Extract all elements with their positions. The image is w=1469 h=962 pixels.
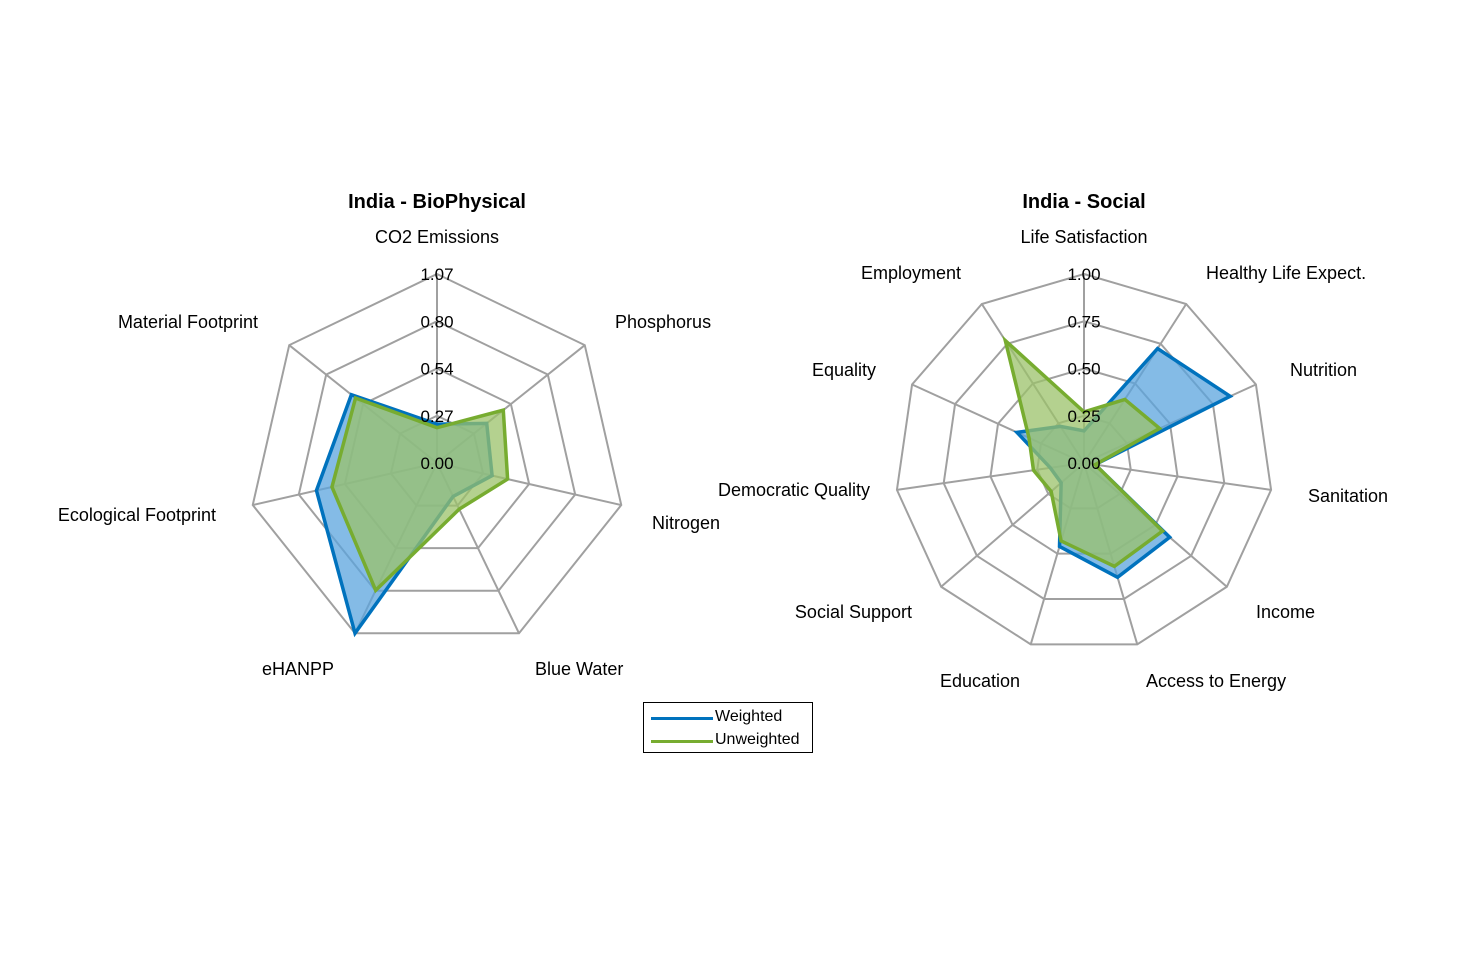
tick-label: 1.07 (420, 265, 453, 284)
series-unweighted-point (1161, 529, 1165, 533)
axis-label: Ecological Footprint (58, 505, 216, 525)
grid-spoke (1083, 462, 1272, 491)
series-unweighted-point (1082, 410, 1086, 414)
axis-label: Democratic Quality (718, 480, 870, 500)
series-unweighted-point (501, 408, 505, 412)
series-unweighted-area (330, 395, 510, 594)
series-unweighted-point (435, 426, 439, 430)
series-weighted-point (1116, 575, 1120, 579)
axis-label: Sanitation (1308, 486, 1388, 506)
series-weighted-point (1058, 544, 1062, 548)
series-unweighted-point (354, 396, 358, 400)
tick-label: 0.27 (420, 407, 453, 426)
series-unweighted-point (1031, 468, 1035, 472)
legend-swatch-unweighted (651, 740, 713, 743)
series-unweighted-point (330, 485, 334, 489)
legend: Weighted Unweighted (643, 702, 813, 753)
series-unweighted-point (506, 477, 510, 481)
series-weighted-point (353, 631, 357, 635)
series-weighted-point (314, 489, 318, 493)
tick-label: 0.54 (420, 360, 453, 379)
series-weighted-point (435, 422, 439, 426)
series-unweighted-point (1059, 539, 1063, 543)
grid-ring (251, 272, 623, 635)
legend-label-weighted: Weighted (715, 708, 783, 725)
axis-label: Income (1256, 602, 1315, 622)
axis-label: Healthy Life Expect. (1206, 263, 1366, 283)
series-unweighted-point (1003, 339, 1007, 343)
series-weighted-point (349, 393, 353, 397)
chart-title: India - BioPhysical (348, 191, 526, 213)
tick-label: 1.00 (1067, 265, 1100, 284)
axis-label: Education (940, 671, 1020, 691)
grid-ring (895, 272, 1273, 646)
series-unweighted-point (457, 507, 461, 511)
grid-ring (297, 320, 577, 592)
series-weighted-point (1015, 430, 1019, 434)
axis-label: Blue Water (535, 659, 623, 679)
axis-label: Equality (812, 360, 876, 380)
series-weighted-point (1156, 347, 1160, 351)
series-unweighted-area (1002, 335, 1166, 569)
series-unweighted-point (1158, 426, 1162, 430)
tick-label: 0.80 (420, 312, 453, 331)
axis-label: Life Satisfaction (1020, 227, 1147, 247)
legend-swatch-weighted (651, 717, 713, 720)
series-unweighted-point (1027, 436, 1031, 440)
series-unweighted-point (1093, 463, 1097, 467)
axis-label: Material Footprint (118, 312, 258, 332)
tick-label: 0.50 (1067, 360, 1100, 379)
series-unweighted-point (374, 588, 378, 592)
tick-label: 0.00 (1067, 454, 1100, 473)
radar-chart-1: 0.00 0.25 0.50 0.75 1.00 Life Satisfaction Hea… (718, 191, 1388, 691)
axis-label: Access to Energy (1146, 671, 1286, 691)
axis-label: Nutrition (1290, 360, 1357, 380)
tick-label: 0.25 (1067, 407, 1100, 426)
series-weighted-point (1228, 394, 1232, 398)
legend-item-weighted: Weighted (644, 707, 812, 729)
series-unweighted-point (1123, 397, 1127, 401)
chart-title: India - Social (1022, 191, 1145, 213)
series-unweighted-point (1049, 489, 1053, 493)
axis-label: CO2 Emissions (375, 227, 499, 247)
axis-label: Social Support (795, 602, 912, 622)
radar-chart-0: 0.00 0.27 0.54 0.80 1.07 CO2 Emissions Phospho… (58, 191, 720, 679)
tick-label: 0.00 (420, 454, 453, 473)
legend-label-unweighted: Unweighted (715, 731, 800, 748)
axis-label: eHANPP (262, 659, 334, 679)
axis-label: Nitrogen (652, 513, 720, 533)
series-unweighted-point (1112, 564, 1116, 568)
axis-label: Phosphorus (615, 312, 711, 332)
axis-label: Employment (861, 263, 961, 283)
tick-label: 0.75 (1067, 312, 1100, 331)
series-weighted-point (1168, 535, 1172, 539)
legend-item-unweighted: Unweighted (644, 730, 812, 752)
